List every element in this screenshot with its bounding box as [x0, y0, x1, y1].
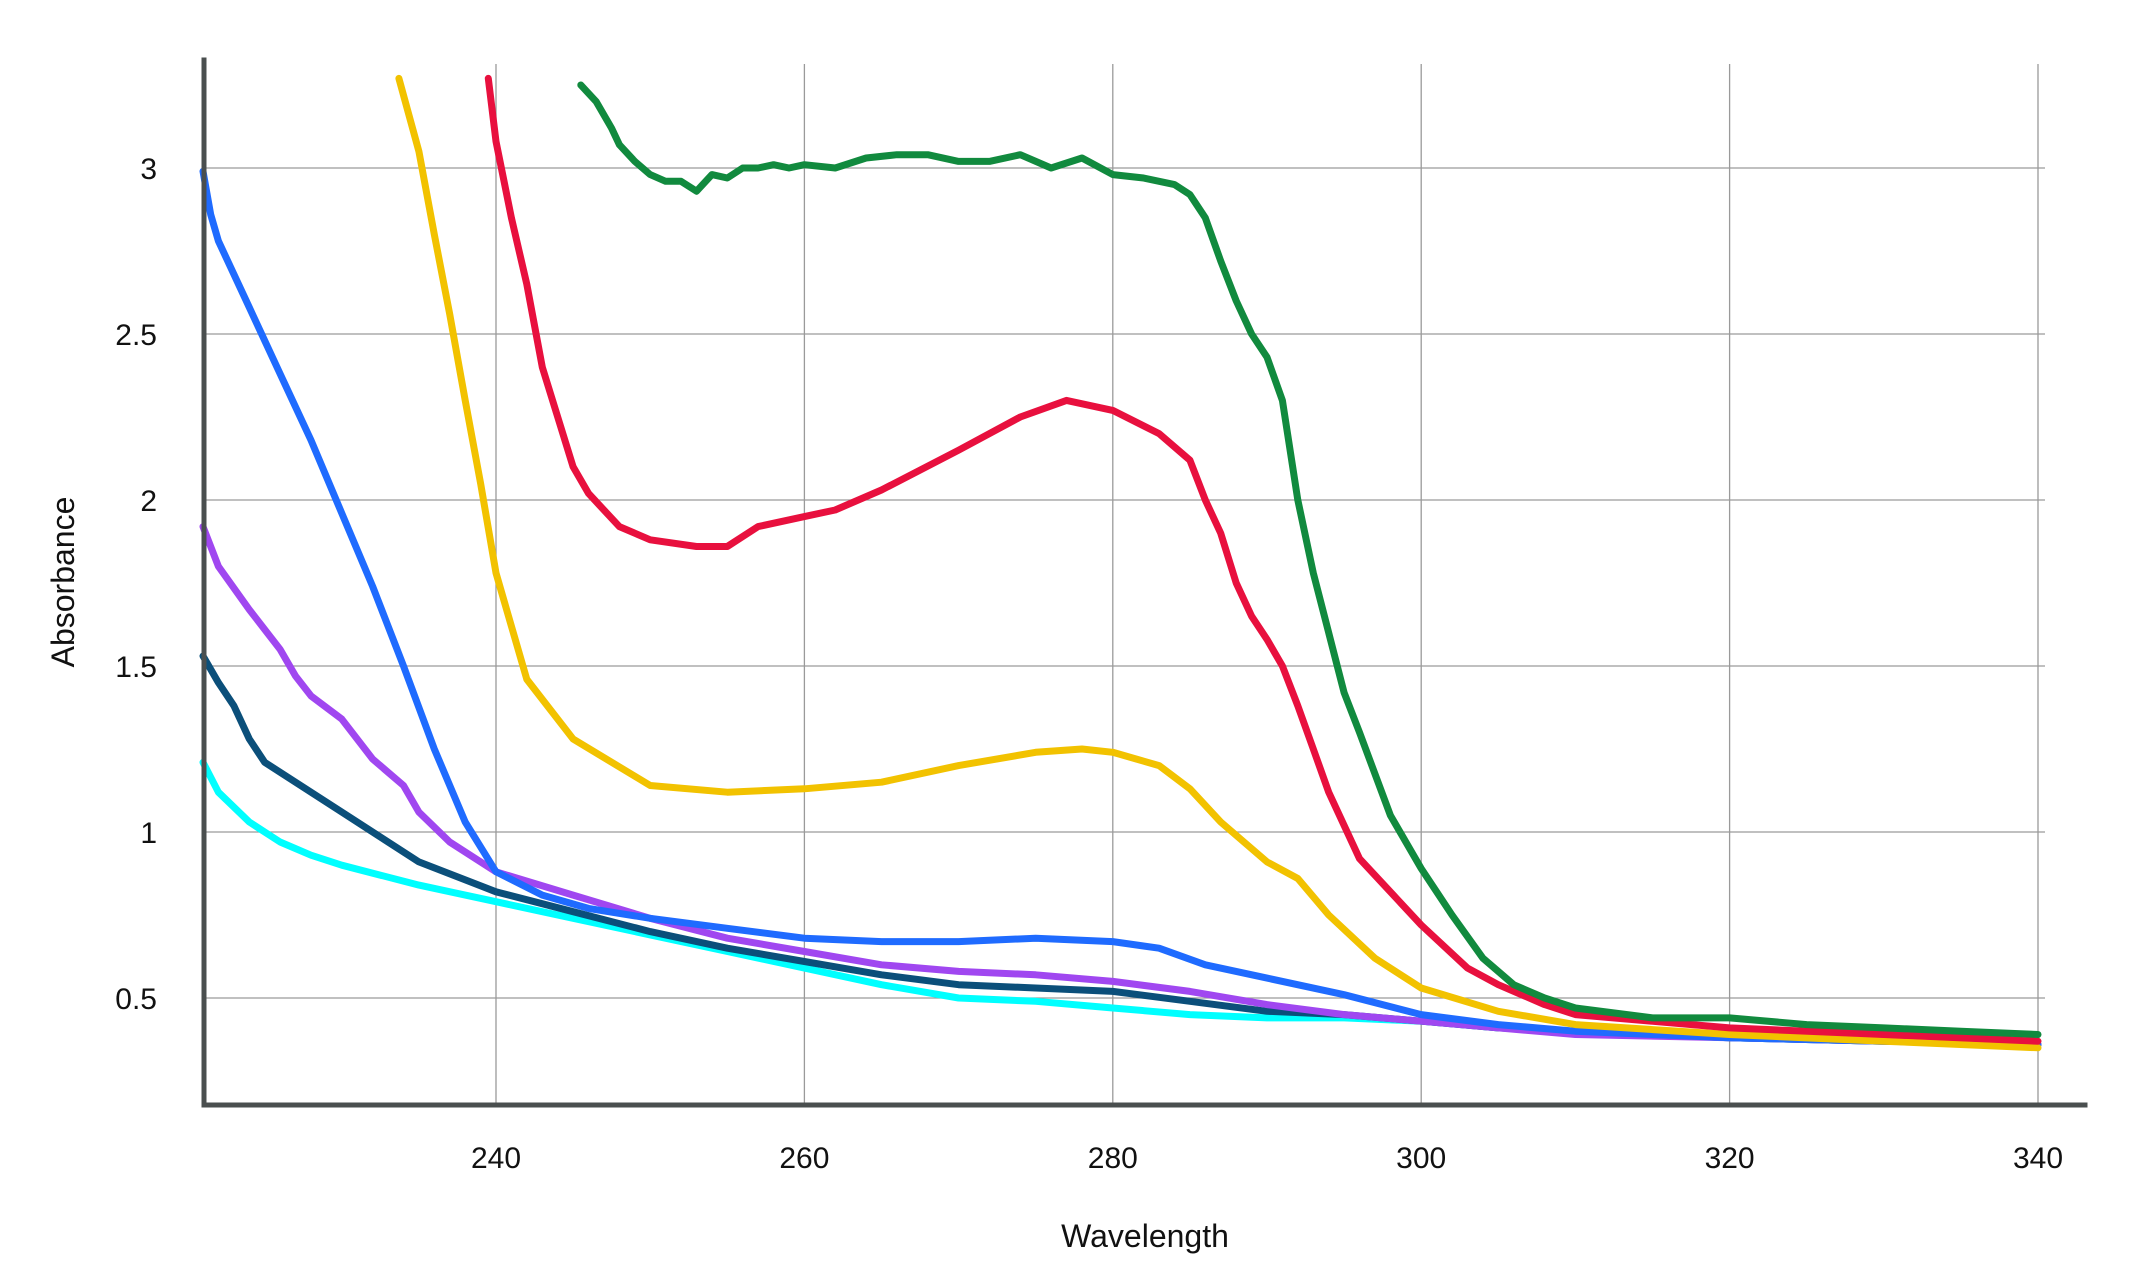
y-tick-label-2: 2 [140, 485, 157, 518]
series-red-line [484, 74, 2042, 1045]
series-yellow-line [395, 74, 2042, 1052]
x-tick-label-260: 260 [779, 1142, 829, 1175]
y-tick-label-1: 1 [140, 817, 157, 850]
vertical-gridlines [495, 64, 2039, 1105]
series-green-line [577, 81, 2042, 1038]
x-tick-label-320: 320 [1705, 1142, 1755, 1175]
y-axis-title: Absorbance [45, 497, 81, 668]
x-tick-label-280: 280 [1088, 1142, 1138, 1175]
y-tick-label-2.5: 2.5 [115, 319, 157, 352]
series-blue-line [199, 167, 2042, 1048]
horizontal-gridlines [204, 167, 2045, 999]
x-axis-title: Wavelength [1061, 1218, 1229, 1254]
series-dark-blue-line [199, 652, 2042, 1048]
y-tick-label-3: 3 [140, 153, 157, 186]
x-tick-label-240: 240 [471, 1142, 521, 1175]
series-cyan-line [199, 758, 2042, 1048]
x-tick-label-300: 300 [1396, 1142, 1446, 1175]
series-lines [199, 74, 2042, 1052]
y-tick-labels: 0.5 1 1.5 2 2.5 3 [115, 153, 157, 1016]
y-tick-label-1.5: 1.5 [115, 651, 157, 684]
x-tick-label-340: 340 [2013, 1142, 2063, 1175]
x-tick-labels: 240 260 280 300 320 340 [471, 1142, 2063, 1175]
series-purple-line [199, 523, 2042, 1048]
y-tick-label-0.5: 0.5 [115, 983, 157, 1016]
